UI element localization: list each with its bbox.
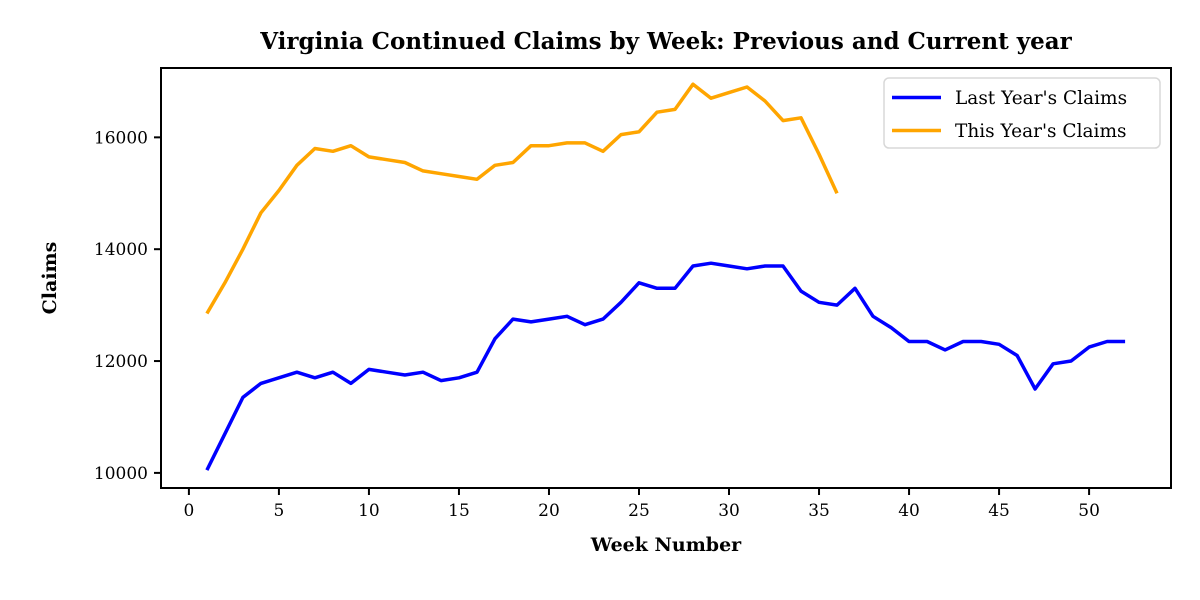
chart-title: Virginia Continued Claims by Week: Previ… <box>259 28 1072 55</box>
x-tick-label: 20 <box>538 501 560 521</box>
x-tick-label: 15 <box>448 501 470 521</box>
x-tick-label: 5 <box>274 501 285 521</box>
y-tick-label: 16000 <box>94 128 148 148</box>
x-tick-label: 45 <box>988 501 1010 521</box>
ticks-layer: 0 5 10 15 20 25 30 35 40 45 50 10000 12000 14000 16000 <box>94 128 1100 521</box>
legend-label-this-year: This Year's Claims <box>955 121 1127 142</box>
series-line-0 <box>205 261 1126 471</box>
y-tick-label: 14000 <box>94 240 148 260</box>
x-axis-label: Week Number <box>590 534 742 556</box>
y-tick-label: 10000 <box>94 464 148 484</box>
x-tick-label: 10 <box>358 501 380 521</box>
legend-label-last-year: Last Year's Claims <box>955 88 1127 109</box>
x-tick-label: 50 <box>1078 501 1100 521</box>
x-tick-label: 35 <box>808 501 830 521</box>
series-line-1 <box>205 82 839 315</box>
legend: Last Year's Claims This Year's Claims <box>883 77 1161 149</box>
y-tick-label: 12000 <box>94 352 148 372</box>
x-tick-label: 25 <box>628 501 650 521</box>
legend-box <box>883 77 1161 149</box>
x-tick-label: 30 <box>718 501 740 521</box>
x-tick-label: 40 <box>898 501 920 521</box>
x-tick-label: 0 <box>183 501 194 521</box>
y-axis-label: Claims <box>39 242 61 315</box>
series-layer <box>205 82 1126 471</box>
